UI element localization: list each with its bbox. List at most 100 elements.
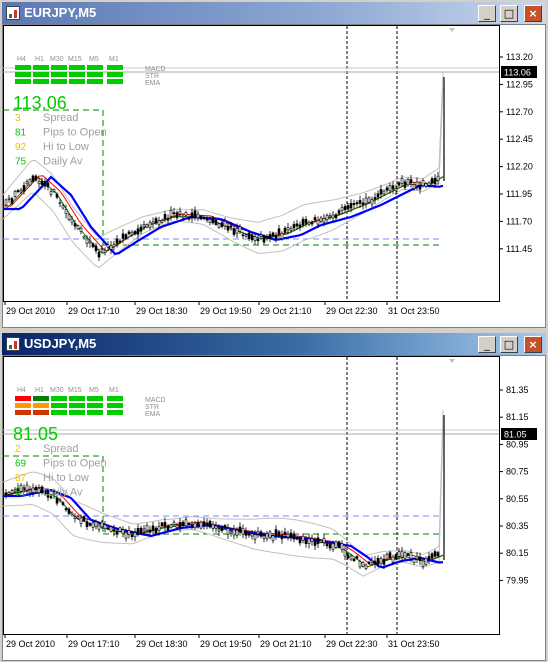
price-chart[interactable]: 113.20 112.95 112.70 112.45 112.20 111.95 111.… xyxy=(2,24,546,328)
candle-body xyxy=(340,207,344,211)
candle-body xyxy=(349,555,353,560)
chart-window-eurjpy: EURJPY,M5 _ □ × 113.20 112.95 112.70 112.45… xyxy=(0,0,548,330)
candle-body xyxy=(379,189,383,195)
candle-body xyxy=(82,516,86,522)
signal-cell xyxy=(15,403,31,408)
close-button[interactable]: × xyxy=(524,336,542,353)
maximize-button[interactable]: □ xyxy=(500,336,518,353)
candle-body xyxy=(31,175,35,182)
candle-body xyxy=(169,210,173,217)
chart-canvas[interactable]: 81.35 81.15 80.95 80.75 80.55 80.35 80.15 79.95… xyxy=(3,356,547,662)
candle-body xyxy=(169,524,173,529)
close-button[interactable]: × xyxy=(524,5,542,22)
stat-value: 92 xyxy=(15,142,27,153)
signal-cell xyxy=(87,396,103,401)
candle-body xyxy=(94,521,98,528)
signal-cell xyxy=(69,396,85,401)
candle-body xyxy=(202,521,206,527)
candle-body xyxy=(22,487,26,490)
candle-body xyxy=(256,238,260,242)
candle-body xyxy=(328,544,332,549)
candle-body xyxy=(103,250,107,253)
indicator-row-label: STR xyxy=(145,404,159,411)
candle-body xyxy=(28,489,32,494)
candle-body xyxy=(43,181,47,187)
candle-body xyxy=(76,225,80,230)
candle-body xyxy=(358,200,362,204)
candle-body xyxy=(79,228,83,232)
candle-body xyxy=(388,185,392,192)
stat-value: 81 xyxy=(15,128,27,139)
candle-body xyxy=(88,523,92,526)
minimize-button[interactable]: _ xyxy=(478,5,496,22)
maximize-button[interactable]: □ xyxy=(500,5,518,22)
candle-body xyxy=(271,232,275,237)
candle-body xyxy=(217,223,221,228)
candle-body xyxy=(343,549,347,557)
candle-body xyxy=(298,538,302,544)
candle-body xyxy=(223,220,227,227)
price-chart[interactable]: 81.35 81.15 80.95 80.75 80.55 80.35 80.15 79.95… xyxy=(2,355,546,661)
candle-body xyxy=(109,526,113,532)
candle-body xyxy=(421,560,425,567)
candle-body xyxy=(196,213,200,219)
candle-body xyxy=(325,543,329,547)
minimize-button[interactable]: _ xyxy=(478,336,496,353)
chart-window-usdjpy: USDJPY,M5 _ □ × 81.35 81.15 80.95 80.75 80.5… xyxy=(0,331,548,661)
candle-body xyxy=(139,527,143,533)
candle-body xyxy=(55,193,59,198)
candle-body xyxy=(187,523,191,525)
candle-body xyxy=(211,217,215,224)
candle-body xyxy=(313,217,317,220)
time-axis-label: 29 Oct 17:10 xyxy=(68,639,120,649)
title-bar[interactable]: EURJPY,M5 _ □ × xyxy=(2,2,546,24)
signal-cell xyxy=(33,65,49,70)
stat-label: Pips to Open xyxy=(43,458,107,470)
time-axis-label: 29 Oct 22:30 xyxy=(326,639,378,649)
candle-body xyxy=(403,181,407,188)
candle-body xyxy=(415,181,419,186)
candle-body xyxy=(247,232,251,239)
candle-body xyxy=(148,529,152,533)
candle-body xyxy=(187,216,191,220)
candle-body xyxy=(61,502,65,505)
candle-body xyxy=(343,206,347,211)
candle-body xyxy=(322,537,326,543)
candle-body xyxy=(424,183,428,187)
candle-body xyxy=(184,211,188,216)
candle-body xyxy=(133,532,137,538)
plot-area xyxy=(3,25,500,302)
signal-cell xyxy=(15,72,31,77)
title-bar[interactable]: USDJPY,M5 _ □ × xyxy=(2,333,546,355)
candle-body xyxy=(277,228,281,235)
signal-cell xyxy=(51,65,67,70)
candle-body xyxy=(313,541,317,546)
candle-body xyxy=(40,486,44,494)
signal-cell xyxy=(51,403,67,408)
chart-canvas[interactable]: 113.20 112.95 112.70 112.45 112.20 111.95 111.… xyxy=(3,25,547,329)
candle-body xyxy=(190,212,194,219)
candle-body xyxy=(295,223,299,227)
upper-band-line xyxy=(3,71,444,238)
indicator-row-label: EMA xyxy=(145,411,161,418)
candle-body xyxy=(394,188,398,192)
price-axis-label: 80.35 xyxy=(506,521,529,531)
candle-body xyxy=(277,531,281,537)
candle-body xyxy=(250,234,254,241)
candle-body xyxy=(199,521,203,529)
signal-cell xyxy=(15,410,31,415)
time-axis-label: 29 Oct 17:10 xyxy=(68,306,120,316)
candle-body xyxy=(178,522,182,529)
candle-body xyxy=(157,526,161,532)
candle-body xyxy=(370,560,374,563)
candle-body xyxy=(76,516,80,519)
candle-body xyxy=(409,552,413,559)
candle-body xyxy=(253,534,257,540)
candle-body xyxy=(301,218,305,226)
candle-body xyxy=(337,210,341,214)
candle-body xyxy=(181,215,185,219)
candle-body xyxy=(97,524,101,530)
stat-label: Daily Av xyxy=(43,487,83,499)
candle-body xyxy=(430,553,434,559)
candle-body xyxy=(307,538,311,544)
